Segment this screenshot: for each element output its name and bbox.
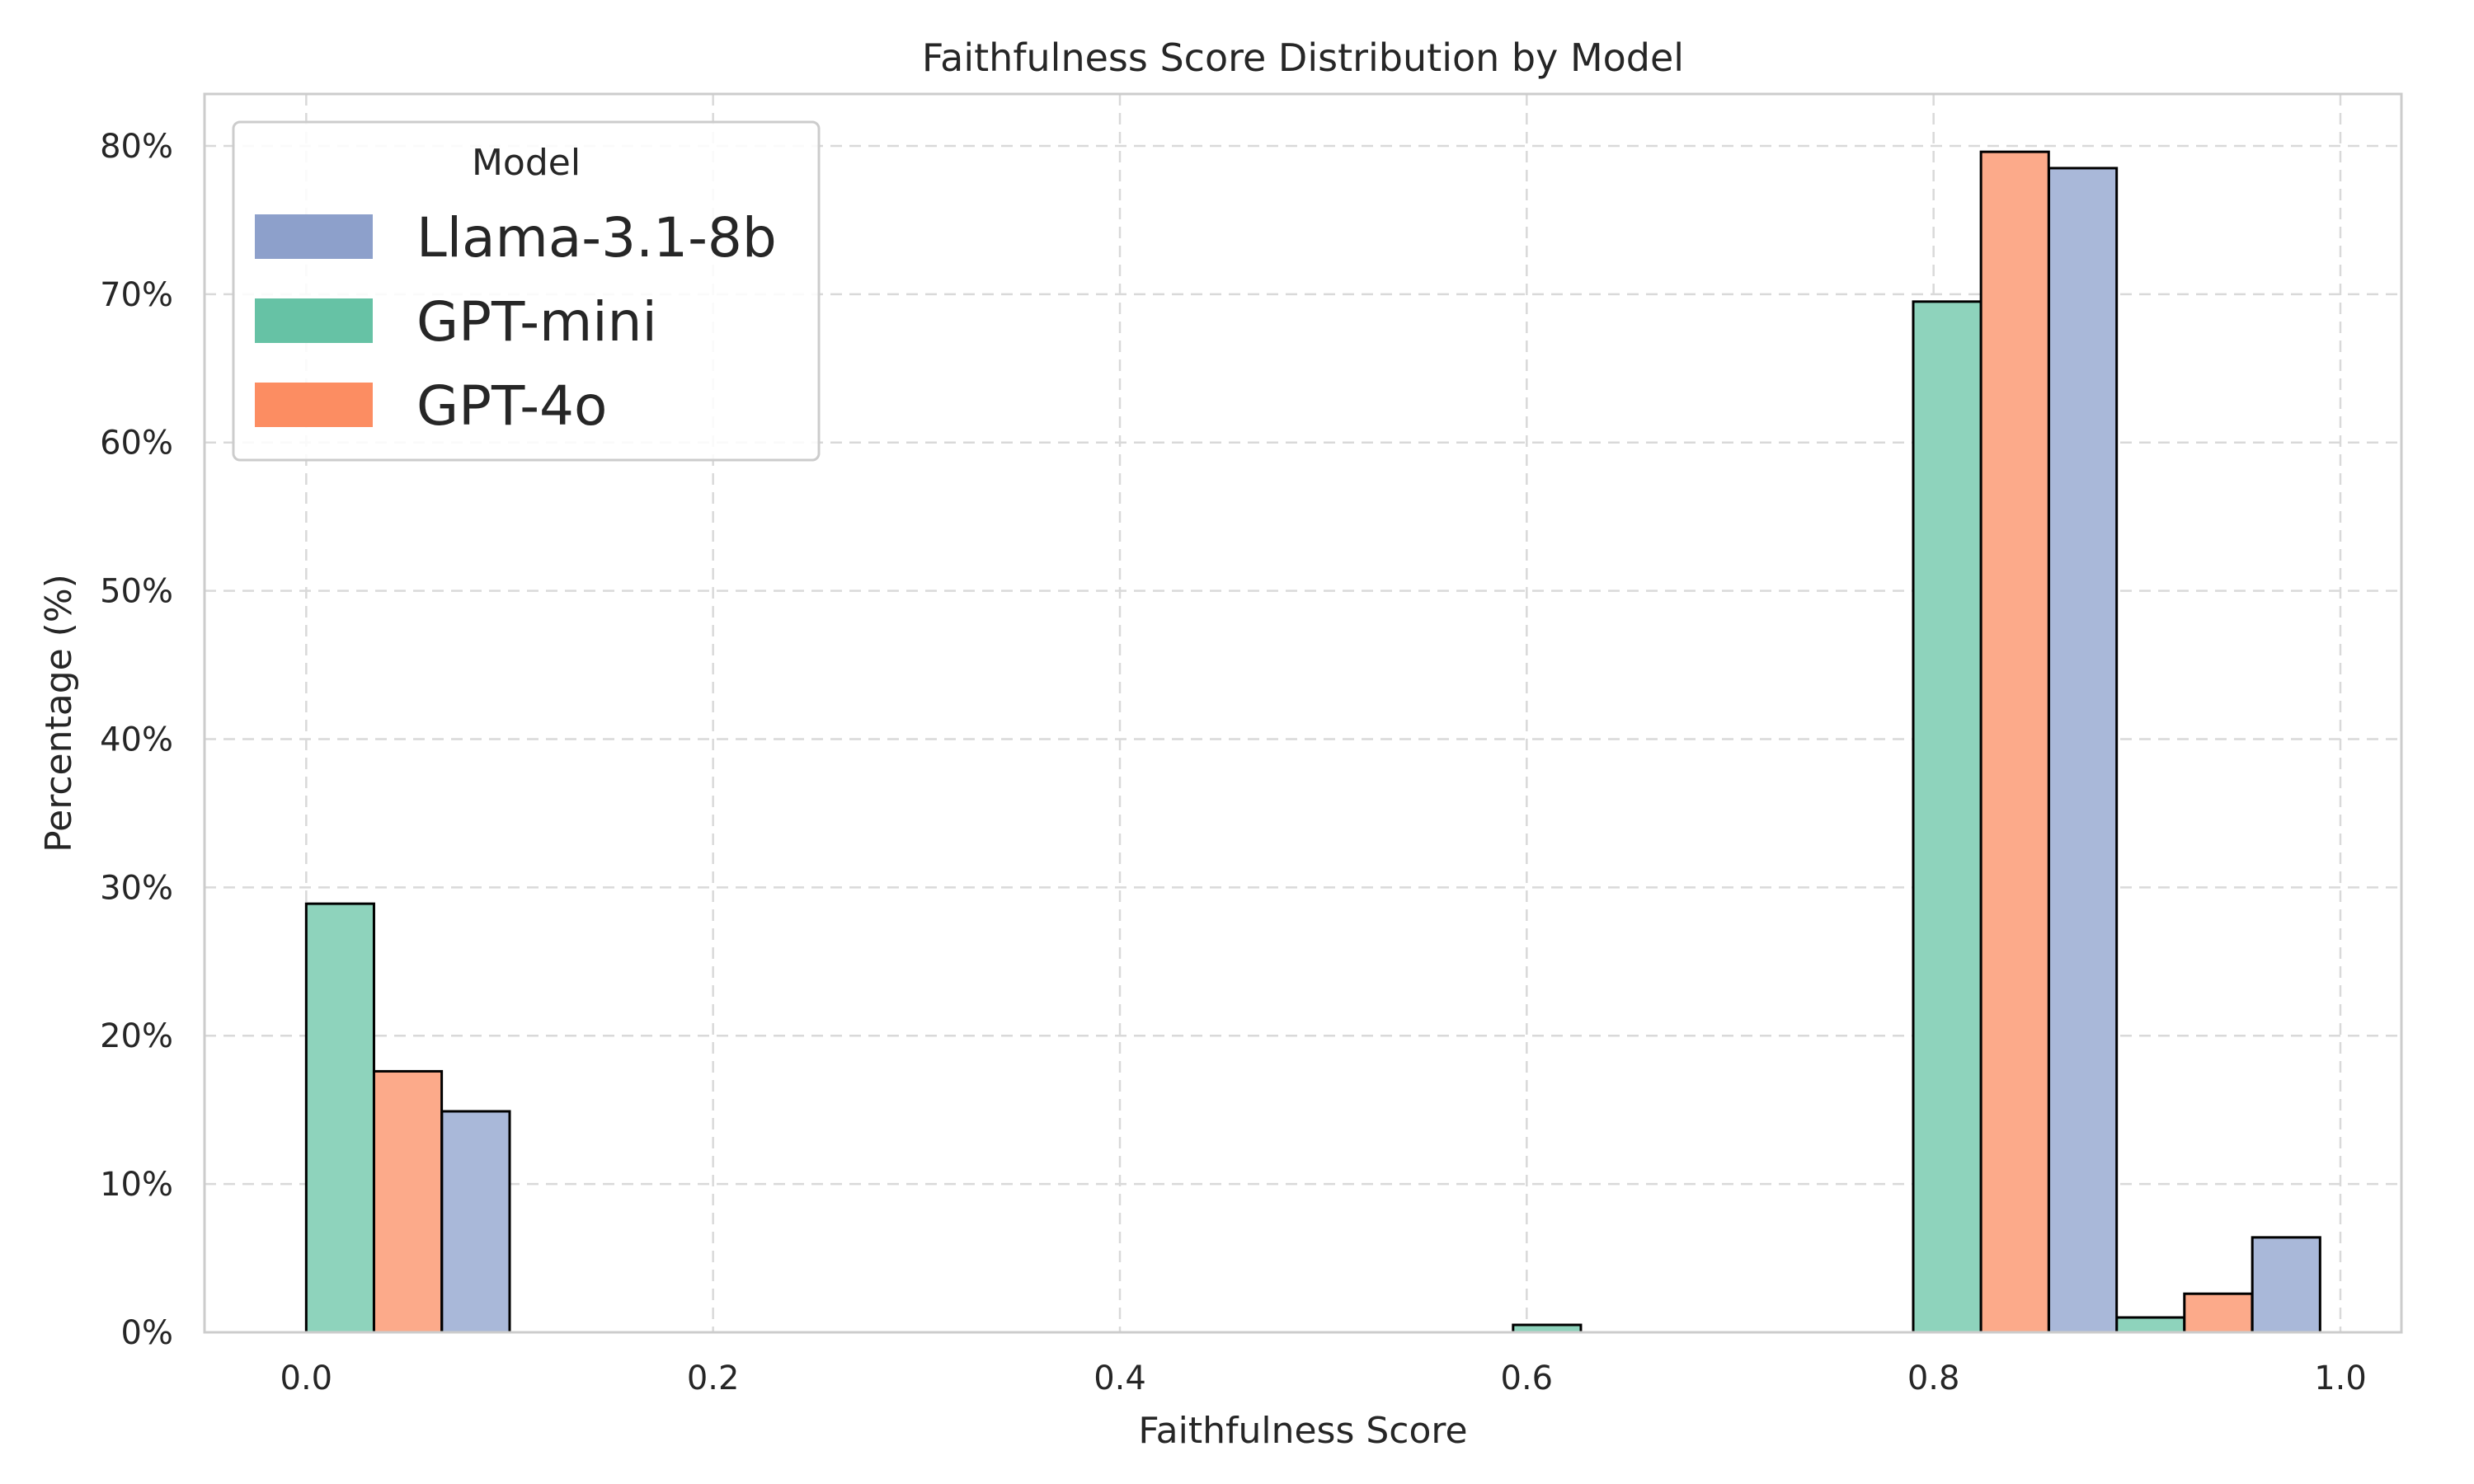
legend-label: GPT-mini	[416, 290, 657, 354]
legend-title: Model	[472, 142, 581, 184]
bar	[304, 902, 375, 1334]
bar	[2183, 1292, 2254, 1334]
legend-entry: Llama-3.1-8b	[255, 206, 777, 270]
chart-title: Faithfulness Score Distribution by Model	[922, 35, 1684, 80]
y-tick-label: 70%	[100, 276, 173, 314]
legend-entry: GPT-mini	[255, 290, 657, 354]
x-tick-label: 0.6	[1501, 1360, 1554, 1397]
legend: Model Llama-3.1-8b GPT-mini GPT-4o	[232, 120, 821, 462]
x-tick-label: 1.0	[2314, 1360, 2367, 1397]
series-llama-3-1-8b	[440, 167, 2321, 1334]
plot-frame	[203, 92, 2403, 1334]
x-tick-label: 0.0	[280, 1360, 333, 1397]
legend-entry: GPT-4o	[255, 374, 607, 438]
y-tick-label: 0%	[121, 1314, 173, 1352]
bar	[2251, 1236, 2321, 1334]
series-gpt-mini	[304, 300, 2186, 1334]
y-axis-ticks: 0% 10% 20% 30% 40% 50% 60% 70% 80%	[100, 128, 173, 1352]
bar	[1912, 300, 1982, 1334]
bar	[2048, 167, 2119, 1334]
legend-label: Llama-3.1-8b	[416, 206, 777, 270]
bar	[372, 1069, 444, 1334]
x-axis-title: Faithfulness Score	[1138, 1410, 1467, 1452]
legend-entries: Llama-3.1-8b GPT-mini GPT-4o	[255, 206, 777, 438]
y-tick-label: 80%	[100, 128, 173, 166]
bar	[440, 1110, 511, 1334]
series-gpt-4o	[372, 150, 2254, 1334]
legend-label: GPT-4o	[416, 374, 607, 438]
legend-swatch	[255, 214, 373, 259]
legend-box	[232, 120, 821, 462]
bar	[1979, 150, 2050, 1334]
x-tick-label: 0.8	[1907, 1360, 1960, 1397]
y-tick-label: 40%	[100, 721, 173, 758]
y-tick-label: 20%	[100, 1017, 173, 1055]
y-tick-label: 50%	[100, 573, 173, 611]
x-axis-ticks: 0.0 0.2 0.4 0.6 0.8 1.0	[280, 1360, 2367, 1397]
y-tick-label: 30%	[100, 869, 173, 907]
legend-swatch	[255, 298, 373, 343]
y-tick-label: 60%	[100, 425, 173, 463]
y-tick-label: 10%	[100, 1166, 173, 1204]
legend-swatch	[255, 383, 373, 427]
y-axis-title: Percentage (%)	[38, 574, 80, 852]
x-tick-label: 0.2	[687, 1360, 740, 1397]
x-tick-label: 0.4	[1094, 1360, 1146, 1397]
bars	[304, 150, 2321, 1334]
bar	[2115, 1316, 2186, 1334]
